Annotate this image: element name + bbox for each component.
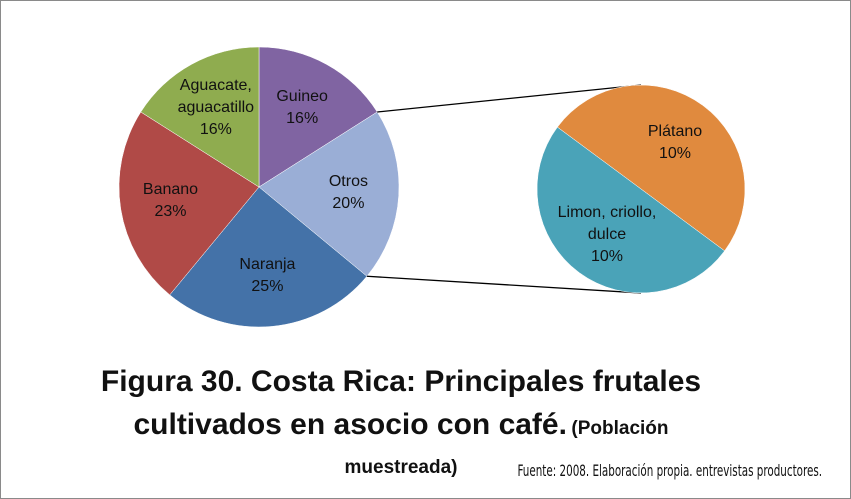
slice-value: 10% xyxy=(590,247,623,265)
slice-name: Otros xyxy=(328,172,368,190)
pie-slice xyxy=(169,186,368,328)
chart-subtitle: (Población muestreada) xyxy=(344,418,669,478)
slice-name: Aguacate, aguacatillo xyxy=(177,77,255,117)
slice-name: Naranja xyxy=(239,256,296,274)
chart-title: Figura 30. Costa Rica: Principales fruta… xyxy=(100,365,702,441)
slice-label: Limon, criollo, dulce 10% xyxy=(537,202,677,268)
slice-value: 16% xyxy=(199,121,232,139)
slice-name: Limon, criollo, dulce xyxy=(557,203,657,243)
source-note: Fuente: 2008. Elaboración propia. entrev… xyxy=(517,461,822,480)
slice-value: 16% xyxy=(286,110,319,128)
pie-slice xyxy=(140,46,260,188)
pie-slice xyxy=(258,111,400,277)
slice-label: Plátano 10% xyxy=(605,121,745,165)
slice-value: 23% xyxy=(154,203,187,221)
slice-label: Aguacate, aguacatillo 16% xyxy=(156,75,276,141)
slice-value: 25% xyxy=(251,278,284,296)
slice-value: 10% xyxy=(659,145,692,163)
slice-label: Naranja 25% xyxy=(207,254,327,298)
slice-name: Plátano xyxy=(647,123,703,141)
slice-label: Otros 20% xyxy=(288,171,408,215)
title-block: Figura 30. Costa Rica: Principales fruta… xyxy=(86,363,716,488)
slice-name: Banano xyxy=(142,181,199,199)
slice-label: Banano 23% xyxy=(111,179,231,223)
pie-slice xyxy=(258,46,378,188)
connector-line xyxy=(366,275,642,294)
pie-slice xyxy=(557,84,746,252)
slice-label: Guineo 16% xyxy=(242,86,362,130)
connector-line xyxy=(377,84,642,113)
slice-value: 20% xyxy=(332,194,365,212)
pie-slice xyxy=(536,126,725,294)
pie-slice xyxy=(118,111,260,296)
slice-name: Guineo xyxy=(276,88,328,106)
